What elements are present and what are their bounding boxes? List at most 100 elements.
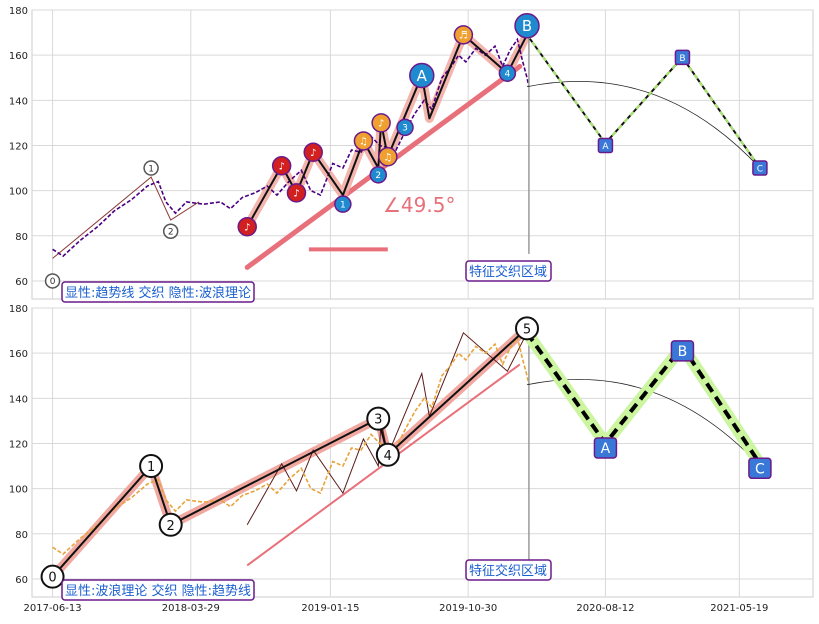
projection-label: C — [757, 165, 763, 175]
projection-arc — [526, 81, 761, 169]
wave-point-marker — [453, 25, 474, 45]
wave-point-marker — [498, 64, 517, 82]
wave-point-marker — [353, 131, 374, 151]
impulse-highlight — [49, 324, 531, 580]
bottom-legend-text: 显性:波浪理论 交织 隐性:趋势线 — [65, 583, 251, 599]
y-tick-label: 60 — [15, 277, 28, 288]
wave-number-marker — [366, 406, 391, 431]
wave-number-label: 0 — [48, 571, 56, 586]
wave-point-label: A — [417, 67, 428, 85]
wave-number-label: 3 — [374, 413, 382, 428]
price-series — [52, 335, 530, 556]
projection-marker — [674, 49, 691, 66]
y-tick-label: 160 — [9, 51, 28, 62]
wave-point-label: 4 — [505, 69, 511, 79]
top-panel-frame — [31, 9, 814, 300]
wave-point-label: ♪ — [278, 161, 284, 172]
wave-point-marker — [162, 223, 179, 240]
projection-marker — [752, 160, 768, 176]
x-tick-label: 2021-05-19 — [710, 603, 768, 614]
bottom-y-axis: 60 80 100 120 140 160 180 — [9, 304, 28, 586]
top-grid — [32, 9, 813, 299]
y-tick-label: 100 — [9, 187, 28, 198]
wave-point-marker — [514, 13, 540, 39]
projection-label: C — [755, 461, 765, 477]
wave-point-label: ♫ — [383, 152, 392, 163]
projection-label: A — [602, 142, 609, 152]
wave-point-label: ♫ — [359, 137, 368, 148]
wave-point-label: 1 — [148, 164, 154, 174]
y-tick-label: 140 — [9, 394, 28, 405]
wave-point-label: 2 — [375, 171, 381, 181]
impulse-path — [51, 327, 528, 578]
wave-point-marker — [303, 142, 323, 162]
wave-point-label: 2 — [168, 228, 174, 238]
top-legend-label: 显性:趋势线 交织 隐性:波浪理论 — [61, 281, 255, 303]
projection-label: B — [679, 54, 685, 64]
top-y-axis: 60 80 100 120 140 160 180 — [9, 6, 28, 288]
wave-point-marker — [378, 147, 398, 167]
wave-point-label: B — [522, 17, 532, 35]
y-tick-label: 120 — [9, 439, 28, 450]
bottom-marks: 0 1 2 3 4 5 A B C — [40, 316, 772, 589]
wave-point-marker — [44, 273, 61, 289]
wave-point-label: ♪ — [293, 188, 299, 199]
wave-number-marker — [40, 564, 65, 589]
wave-point-label: ♬ — [459, 30, 468, 41]
top-overlap-text: 特征交织区域 — [469, 264, 547, 280]
wave-point-marker — [237, 217, 257, 237]
projection-path — [526, 34, 761, 169]
y-tick-label: 80 — [15, 232, 28, 243]
wave-point-label: ♪ — [310, 148, 316, 159]
wave-point-label: 1 — [340, 200, 346, 210]
projection-label: B — [678, 344, 688, 360]
wave-point-marker — [286, 183, 307, 203]
wave-number-marker — [515, 316, 539, 341]
wave-point-marker — [409, 62, 435, 89]
y-tick-label: 60 — [15, 575, 28, 586]
bottom-panel: 60 80 100 120 140 160 180 0 1 2 3 4 5 A B C — [9, 304, 814, 598]
wave-number-marker — [139, 454, 164, 479]
y-tick-label: 180 — [9, 304, 28, 315]
projection-marker — [670, 340, 695, 362]
x-axis: 2017-06-13 2018-03-29 2019-01-15 2019-10-30… — [24, 603, 769, 614]
x-tick-label: 2017-06-13 — [24, 603, 82, 614]
wave-point-label: ♪ — [244, 222, 250, 233]
projection-marker — [593, 437, 618, 459]
projection-path — [525, 331, 762, 465]
bottom-panel-frame — [31, 307, 814, 598]
wave-number-label: 1 — [147, 460, 155, 475]
top-legend-text: 显性:趋势线 交织 隐性:波浪理论 — [65, 285, 251, 301]
wave-point-marker — [334, 195, 352, 213]
price-series — [52, 37, 530, 258]
y-tick-label: 80 — [15, 530, 28, 541]
angle-annotation: ∠49.5° — [383, 193, 455, 217]
y-tick-label: 160 — [9, 349, 28, 360]
top-overlap-label: 特征交织区域 — [465, 260, 552, 282]
trend-line — [244, 63, 523, 270]
x-tick-label: 2018-03-29 — [162, 603, 220, 614]
x-tick-label: 2019-01-15 — [301, 603, 359, 614]
wave-point-label: 0 — [50, 277, 56, 287]
bottom-overlap-text: 特征交织区域 — [469, 563, 547, 579]
wave-number-label: 2 — [167, 519, 175, 534]
wave-point-marker — [396, 118, 414, 137]
x-tick-label: 2019-10-30 — [439, 603, 497, 614]
wave-point-label: 3 — [402, 124, 408, 134]
bottom-legend-label: 显性:波浪理论 交织 隐性:趋势线 — [61, 579, 255, 601]
y-tick-label: 180 — [9, 6, 28, 17]
wave-number-marker — [158, 512, 183, 537]
wave-point-marker — [371, 113, 391, 133]
wave-point-marker — [271, 156, 292, 176]
projection-label: A — [601, 441, 611, 457]
x-tick-label: 2020-08-12 — [576, 603, 634, 614]
wave-number-marker — [375, 442, 400, 467]
y-tick-label: 120 — [9, 141, 28, 152]
projection-marker — [597, 137, 614, 154]
bottom-grid — [32, 307, 813, 597]
wave-point-marker — [143, 160, 159, 176]
wave-point-label: ♪ — [378, 118, 384, 129]
